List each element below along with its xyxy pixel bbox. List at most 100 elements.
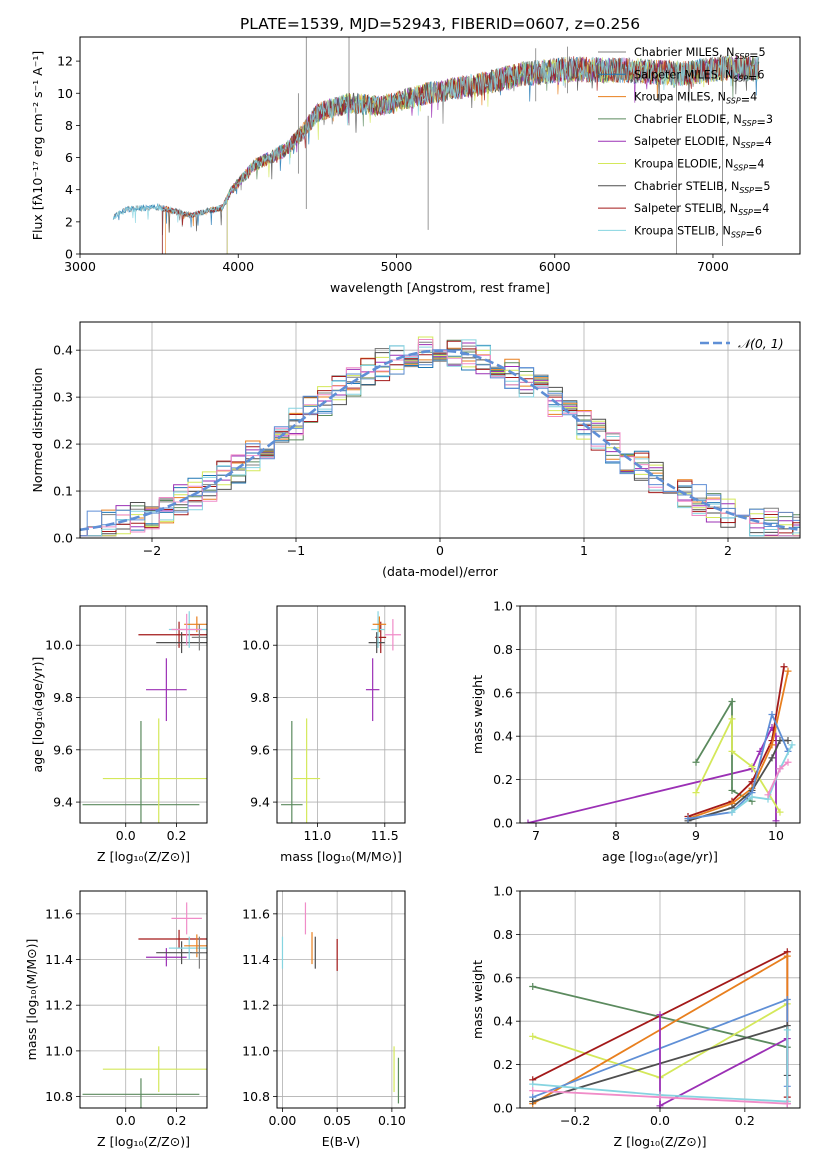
legend-label: Chabrier ELODIE, NSSP=3: [634, 113, 773, 129]
plus-marker: [728, 808, 736, 816]
axes-frame: [79, 605, 208, 824]
x-tick-label: 0.2: [735, 1113, 755, 1128]
y-tick-label: 0.6: [493, 970, 513, 985]
axes-frame: [79, 321, 801, 539]
y-tick-label: 10.8: [242, 1089, 270, 1104]
plus-marker: [768, 711, 776, 718]
x-tick-label: 4000: [222, 259, 254, 274]
y-tick-label: 12: [57, 54, 73, 69]
legend-nssp-subscript: SSP: [726, 97, 741, 106]
plus-marker: [692, 758, 700, 766]
legend-label: Chabrier STELIB, NSSP=5: [634, 180, 771, 196]
plot-area-mass-weight-vs-metallicity: [529, 948, 791, 1108]
x-tick-label: 0.0: [116, 828, 136, 843]
plus-marker: [728, 715, 736, 723]
plus-marker: [780, 663, 788, 671]
plus-marker: [692, 789, 700, 797]
plus-marker: [768, 741, 776, 749]
y-tick-label: 0.4: [53, 343, 73, 358]
legend-equals: =: [754, 183, 763, 196]
legend-nssp-subscript: SSP: [731, 230, 746, 239]
y-tick-label: 10.0: [242, 638, 270, 653]
legend-series-name: Kroupa MILES: [634, 91, 711, 104]
legend-equals: =: [753, 205, 762, 218]
legend-series-name: Salpeter ELODIE: [634, 135, 725, 148]
plus-marker: [728, 697, 736, 705]
y-tick-label: 11.6: [242, 906, 270, 921]
plus-marker: [772, 817, 780, 823]
legend-nssp-subscript: SSP: [738, 208, 753, 217]
legend-label: Salpeter STELIB, NSSP=4: [634, 202, 769, 218]
y-tick-label: 11.6: [45, 906, 73, 921]
mass-weight-series-line: [659, 1014, 789, 1108]
plus-marker: [529, 1032, 537, 1040]
axes-frame: [79, 36, 801, 255]
plus-marker: [783, 952, 791, 960]
x-tick-label: 6000: [539, 259, 571, 274]
legend-nssp-subscript: SSP: [742, 119, 757, 128]
y-tick-label: 1.0: [493, 884, 513, 899]
legend-series-name: Kroupa ELODIE: [634, 158, 718, 171]
plus-marker: [784, 758, 792, 766]
y-axis-label: age [log₁₀(age/yr)]: [30, 657, 45, 773]
legend-label: Kroupa MILES, NSSP=4: [634, 91, 757, 107]
plus-marker: [656, 1011, 664, 1019]
plot-area-mass-vs-metallicity: [82, 902, 207, 1108]
y-tick-label: 6: [65, 150, 73, 165]
y-tick-label: 2: [65, 214, 73, 229]
legend-nssp-subscript: SSP: [734, 52, 749, 61]
y-tick-label: 10.0: [45, 638, 73, 653]
legend-nssp-prefix: , N: [711, 91, 726, 104]
x-tick-label: 2: [724, 543, 732, 558]
legend-equals: =: [748, 161, 757, 174]
x-tick-label: 5000: [381, 259, 413, 274]
y-tick-label: 4: [65, 182, 73, 197]
x-axis-label: (data-model)/error: [382, 564, 499, 579]
legend-nssp-prefix: , N: [725, 135, 740, 148]
axes-frame: [519, 890, 801, 1109]
legend-label: Salpeter ELODIE, NSSP=4: [634, 135, 772, 151]
legend-series-name: Salpeter MILES: [634, 68, 718, 81]
plus-marker: [788, 741, 796, 749]
x-axis-label: Z [log₁₀(Z/Z⊙)]: [614, 1134, 707, 1149]
plus-marker: [728, 786, 736, 794]
mass-weight-series-line: [695, 698, 753, 803]
y-tick-label: 11.2: [242, 998, 270, 1013]
y-tick-label: 0.0: [493, 816, 513, 831]
y-axis-label: mass weight: [470, 675, 485, 754]
y-tick-label: 8: [65, 118, 73, 133]
legend-series-name: Kroupa STELIB: [634, 224, 715, 237]
x-tick-label: 0.2: [167, 1113, 187, 1128]
legend-equals: =: [756, 116, 765, 129]
legend-nssp-prefix: , N: [718, 68, 733, 81]
axes-frame: [519, 605, 801, 824]
y-tick-label: 9.4: [53, 795, 73, 810]
y-tick-label: 0.3: [53, 390, 73, 405]
x-tick-label: 0.2: [167, 828, 187, 843]
legend-nssp-subscript: SSP: [741, 141, 756, 150]
y-axis-label: Flux [fλ10⁻¹⁷ erg cm⁻² s⁻¹ A⁻¹]: [30, 51, 45, 240]
histogram-step-series: [80, 339, 800, 537]
x-axis-label: mass [log₁₀(M/M⊙)]: [280, 849, 402, 864]
mass-weight-series-line: [532, 1029, 789, 1103]
legend-series-name: Chabrier ELODIE: [634, 113, 726, 126]
plot-area-age-vs-metallicity: [82, 611, 207, 823]
y-axis-label: Normed distribution: [30, 368, 45, 493]
x-tick-label: 8: [612, 828, 620, 843]
legend-nssp-prefix: , N: [726, 113, 741, 126]
y-tick-label: 11.0: [45, 1043, 73, 1058]
legend-nssp-prefix: , N: [724, 180, 739, 193]
axes-frame: [79, 890, 208, 1109]
legend-nssp-subscript: SSP: [733, 74, 748, 83]
x-tick-label: 0.00: [269, 1113, 297, 1128]
plus-marker: [783, 996, 791, 1003]
plot-area-mass-vs-extinction: [281, 902, 400, 1104]
y-tick-label: 0: [65, 247, 73, 262]
legend-equals: =: [746, 227, 755, 240]
plus-marker: [529, 1097, 537, 1105]
y-tick-label: 0.0: [493, 1101, 513, 1116]
legend-equals: =: [755, 138, 764, 151]
legend-nssp-subscript: SSP: [739, 186, 754, 195]
legend-label: Kroupa STELIB, NSSP=6: [634, 224, 762, 240]
legend-nssp-value: 4: [762, 202, 769, 215]
